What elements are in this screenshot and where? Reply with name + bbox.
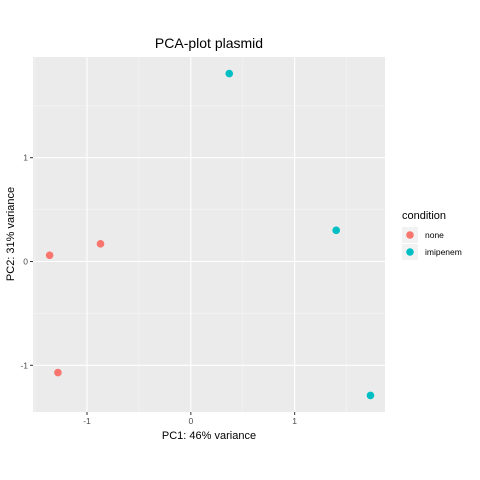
x-tick-label: 1 bbox=[292, 416, 297, 426]
data-point-none bbox=[96, 240, 105, 248]
legend: condition none imipenem bbox=[402, 210, 462, 260]
plot-panel bbox=[33, 57, 385, 412]
grid-major bbox=[33, 57, 385, 412]
y-tick-label: 0 bbox=[23, 256, 28, 266]
y-tick-label: -1 bbox=[20, 360, 28, 370]
x-axis-ticks: -1 0 1 bbox=[83, 412, 297, 426]
legend-key-imipenem bbox=[406, 248, 414, 256]
legend-items: none imipenem bbox=[402, 227, 462, 260]
data-points bbox=[45, 69, 375, 400]
legend-label-imipenem: imipenem bbox=[425, 247, 462, 257]
x-tick-label: -1 bbox=[83, 416, 91, 426]
data-point-none bbox=[54, 368, 62, 377]
data-point-none bbox=[45, 251, 54, 260]
y-tick-label: 1 bbox=[23, 153, 28, 163]
x-tick-label: 0 bbox=[188, 416, 193, 426]
data-point-imipenem bbox=[366, 391, 375, 400]
legend-key-none bbox=[406, 231, 414, 239]
chart-title: PCA-plot plasmid bbox=[155, 35, 263, 51]
grid-minor bbox=[33, 57, 385, 412]
legend-title: condition bbox=[402, 210, 446, 222]
data-point-imipenem bbox=[225, 69, 234, 78]
x-axis-title: PC1: 46% variance bbox=[162, 430, 256, 442]
legend-label-none: none bbox=[425, 230, 444, 240]
y-axis-title: PC2: 31% variance bbox=[5, 187, 17, 281]
y-axis-ticks: -1 0 1 bbox=[20, 153, 33, 370]
data-point-imipenem bbox=[332, 226, 340, 235]
